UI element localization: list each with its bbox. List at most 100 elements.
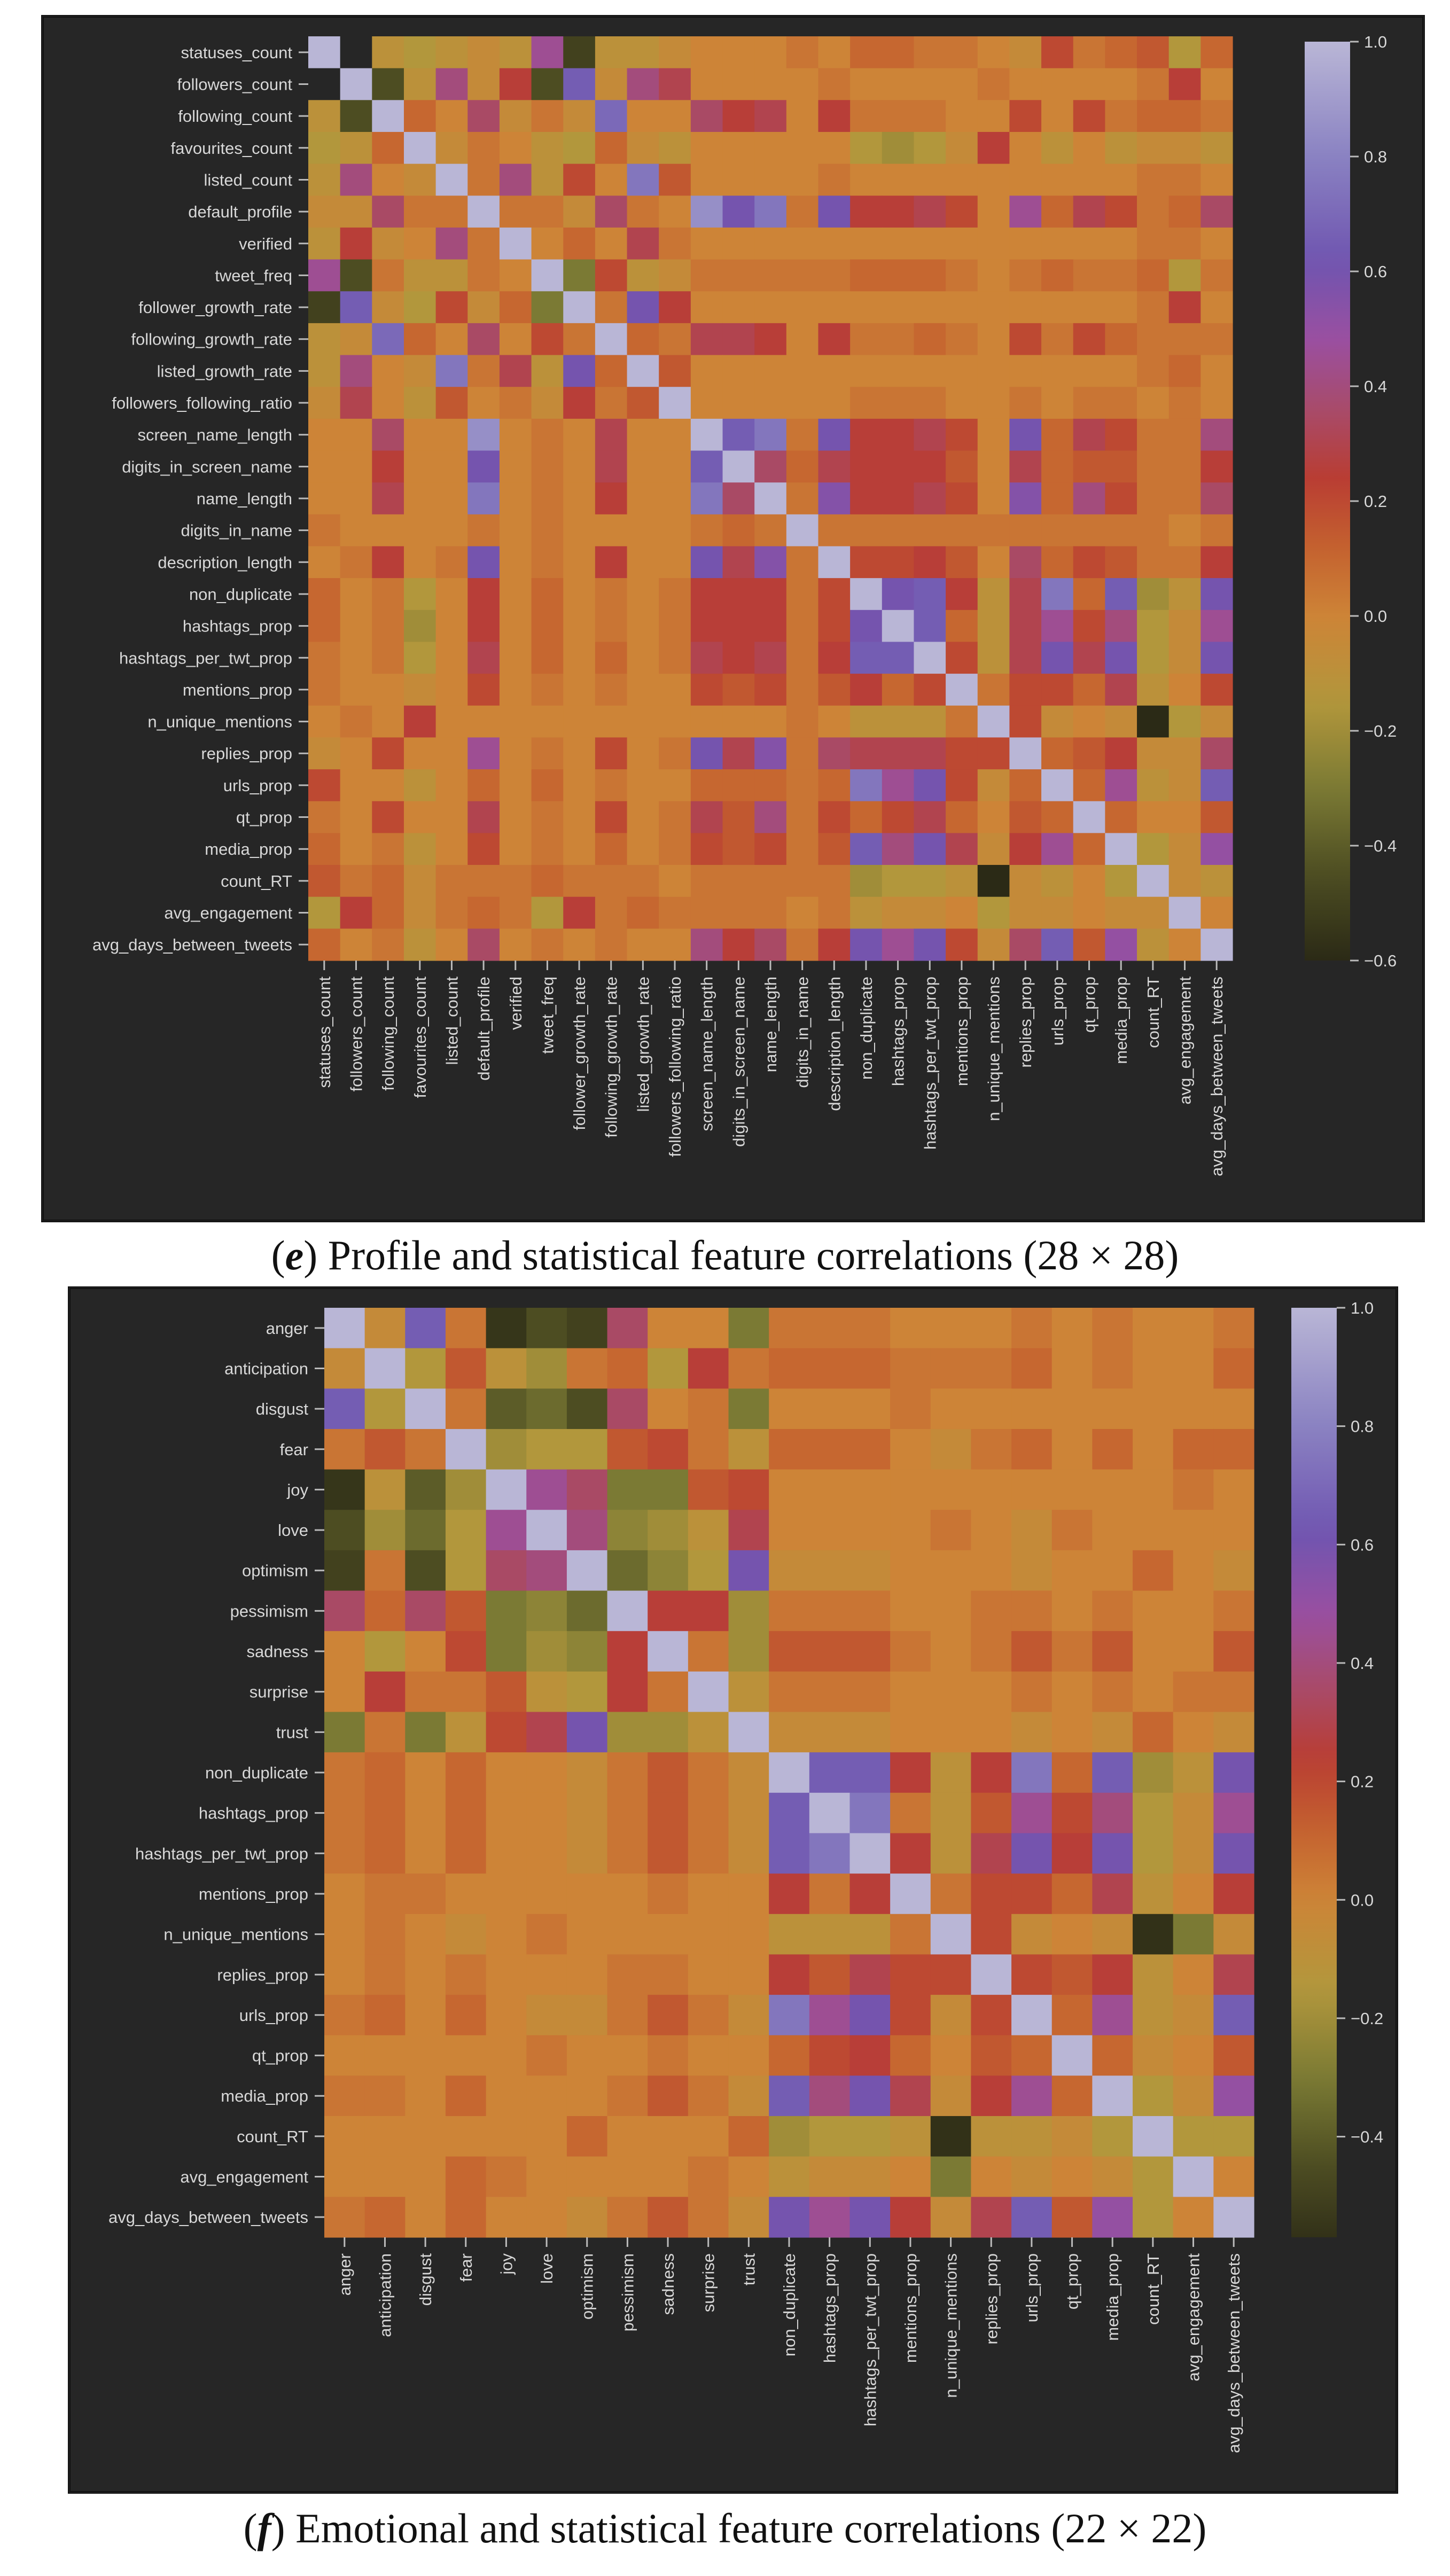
heatmap-cell bbox=[1105, 291, 1137, 324]
heatmap-cell bbox=[946, 100, 978, 132]
heatmap-cell bbox=[1073, 163, 1105, 196]
heatmap-cell bbox=[818, 514, 851, 547]
heatmap-cell bbox=[1213, 1874, 1254, 1915]
heatmap-cell bbox=[372, 259, 404, 292]
heatmap-cell bbox=[1213, 1995, 1254, 2036]
heatmap-cell bbox=[595, 131, 628, 165]
heatmap-cell bbox=[882, 387, 915, 419]
heatmap-cell bbox=[914, 546, 946, 579]
heatmap-cell bbox=[340, 450, 372, 483]
heatmap-cell bbox=[1051, 1428, 1093, 1470]
heatmap-cell bbox=[1051, 2156, 1093, 2197]
heatmap-cell bbox=[595, 833, 628, 865]
heatmap-cell bbox=[1105, 737, 1137, 770]
colorbar-tick-label: 0.8 bbox=[1351, 1417, 1374, 1436]
heatmap-cell bbox=[659, 674, 691, 706]
heatmap-cell bbox=[722, 68, 755, 100]
heatmap-cell bbox=[850, 801, 883, 833]
heatmap-cell bbox=[1011, 1914, 1053, 1955]
heatmap-cell bbox=[914, 450, 946, 483]
heatmap-cell bbox=[499, 163, 532, 196]
heatmap-cell bbox=[688, 1550, 729, 1591]
heatmap-cell bbox=[971, 2075, 1012, 2117]
heatmap-cell bbox=[1011, 1428, 1053, 1470]
heatmap-cell bbox=[1105, 418, 1137, 451]
heatmap-cell bbox=[1200, 291, 1233, 324]
heatmap-cell bbox=[445, 2035, 487, 2076]
heatmap-cell bbox=[1041, 865, 1074, 897]
heatmap-cell bbox=[850, 196, 883, 228]
heatmap-cell bbox=[607, 1752, 648, 1793]
y-tick-label: n_unique_mentions bbox=[163, 1925, 308, 1944]
heatmap-cell bbox=[531, 323, 564, 356]
heatmap-cell bbox=[882, 642, 915, 674]
heatmap-cell bbox=[786, 705, 819, 738]
heatmap-cell bbox=[1009, 259, 1042, 292]
heatmap-cell bbox=[1173, 1712, 1214, 1753]
heatmap-cell bbox=[882, 928, 915, 961]
heatmap-cell bbox=[445, 1510, 487, 1551]
heatmap-cell bbox=[977, 578, 1010, 611]
heatmap-cell bbox=[914, 36, 946, 69]
heatmap-cell bbox=[818, 196, 851, 228]
heatmap-cell bbox=[690, 227, 723, 260]
heatmap-cell bbox=[563, 418, 596, 451]
heatmap-cell bbox=[405, 1550, 446, 1591]
heatmap-cell bbox=[930, 2156, 972, 2197]
heatmap-cell bbox=[659, 450, 691, 483]
heatmap-cell bbox=[340, 196, 372, 228]
heatmap-cell bbox=[595, 355, 628, 387]
heatmap-cell bbox=[769, 2035, 810, 2076]
y-tick-label: verified bbox=[239, 235, 292, 253]
heatmap-cell bbox=[1168, 100, 1201, 132]
heatmap-cell bbox=[1041, 450, 1074, 483]
heatmap-cell bbox=[1105, 674, 1137, 706]
heatmap-cell bbox=[1213, 1510, 1254, 1551]
y-tick-label: following_count bbox=[178, 107, 292, 126]
heatmap-cell bbox=[1041, 355, 1074, 387]
heatmap-cell bbox=[946, 450, 978, 483]
heatmap-cell bbox=[971, 1671, 1012, 1713]
heatmap-cell bbox=[1009, 387, 1042, 419]
heatmap-cell bbox=[914, 896, 946, 929]
heatmap-cell bbox=[690, 801, 723, 833]
heatmap-cell bbox=[1051, 2075, 1093, 2117]
heatmap-cell bbox=[308, 131, 341, 165]
heatmap-cell bbox=[566, 1914, 608, 1955]
heatmap-cell bbox=[340, 387, 372, 419]
x-tick-label: hashtags_per_twt_prop bbox=[861, 2253, 879, 2426]
heatmap-cell bbox=[648, 1550, 689, 1591]
heatmap-cell bbox=[340, 131, 372, 165]
heatmap-cell bbox=[595, 801, 628, 833]
heatmap-cell bbox=[659, 227, 691, 260]
heatmap-cell bbox=[890, 2075, 931, 2117]
heatmap-cell bbox=[882, 36, 915, 69]
heatmap-cell bbox=[1051, 1671, 1093, 1713]
heatmap-cell bbox=[324, 2156, 365, 2197]
heatmap-cell bbox=[1133, 1671, 1174, 1713]
heatmap-cell bbox=[467, 896, 500, 929]
heatmap-cell bbox=[1105, 865, 1137, 897]
heatmap-cell bbox=[1041, 833, 1074, 865]
heatmap-cell bbox=[648, 2116, 689, 2157]
heatmap-cell bbox=[688, 1308, 729, 1349]
heatmap-cell bbox=[1137, 578, 1170, 611]
heatmap-cell bbox=[499, 482, 532, 515]
heatmap-cell bbox=[977, 387, 1010, 419]
heatmap-cell bbox=[364, 1469, 406, 1510]
heatmap-cell bbox=[324, 1631, 365, 1672]
panel-f: anger anticipation disgust fear joy love optim… bbox=[68, 1286, 1398, 2494]
heatmap-cell bbox=[1051, 1631, 1093, 1672]
heatmap-cell bbox=[977, 227, 1010, 260]
y-tick-label: listed_count bbox=[204, 170, 293, 189]
heatmap-cell bbox=[467, 578, 500, 611]
heatmap-cell bbox=[754, 674, 787, 706]
x-tick-label: surprise bbox=[699, 2253, 718, 2312]
heatmap-cell bbox=[607, 1510, 648, 1551]
heatmap-cell bbox=[340, 291, 372, 324]
heatmap-cell bbox=[809, 2197, 851, 2238]
heatmap-cell bbox=[1137, 674, 1170, 706]
heatmap-cell bbox=[1173, 1792, 1214, 1834]
heatmap-cell bbox=[914, 418, 946, 451]
heatmap-cell bbox=[1137, 387, 1170, 419]
